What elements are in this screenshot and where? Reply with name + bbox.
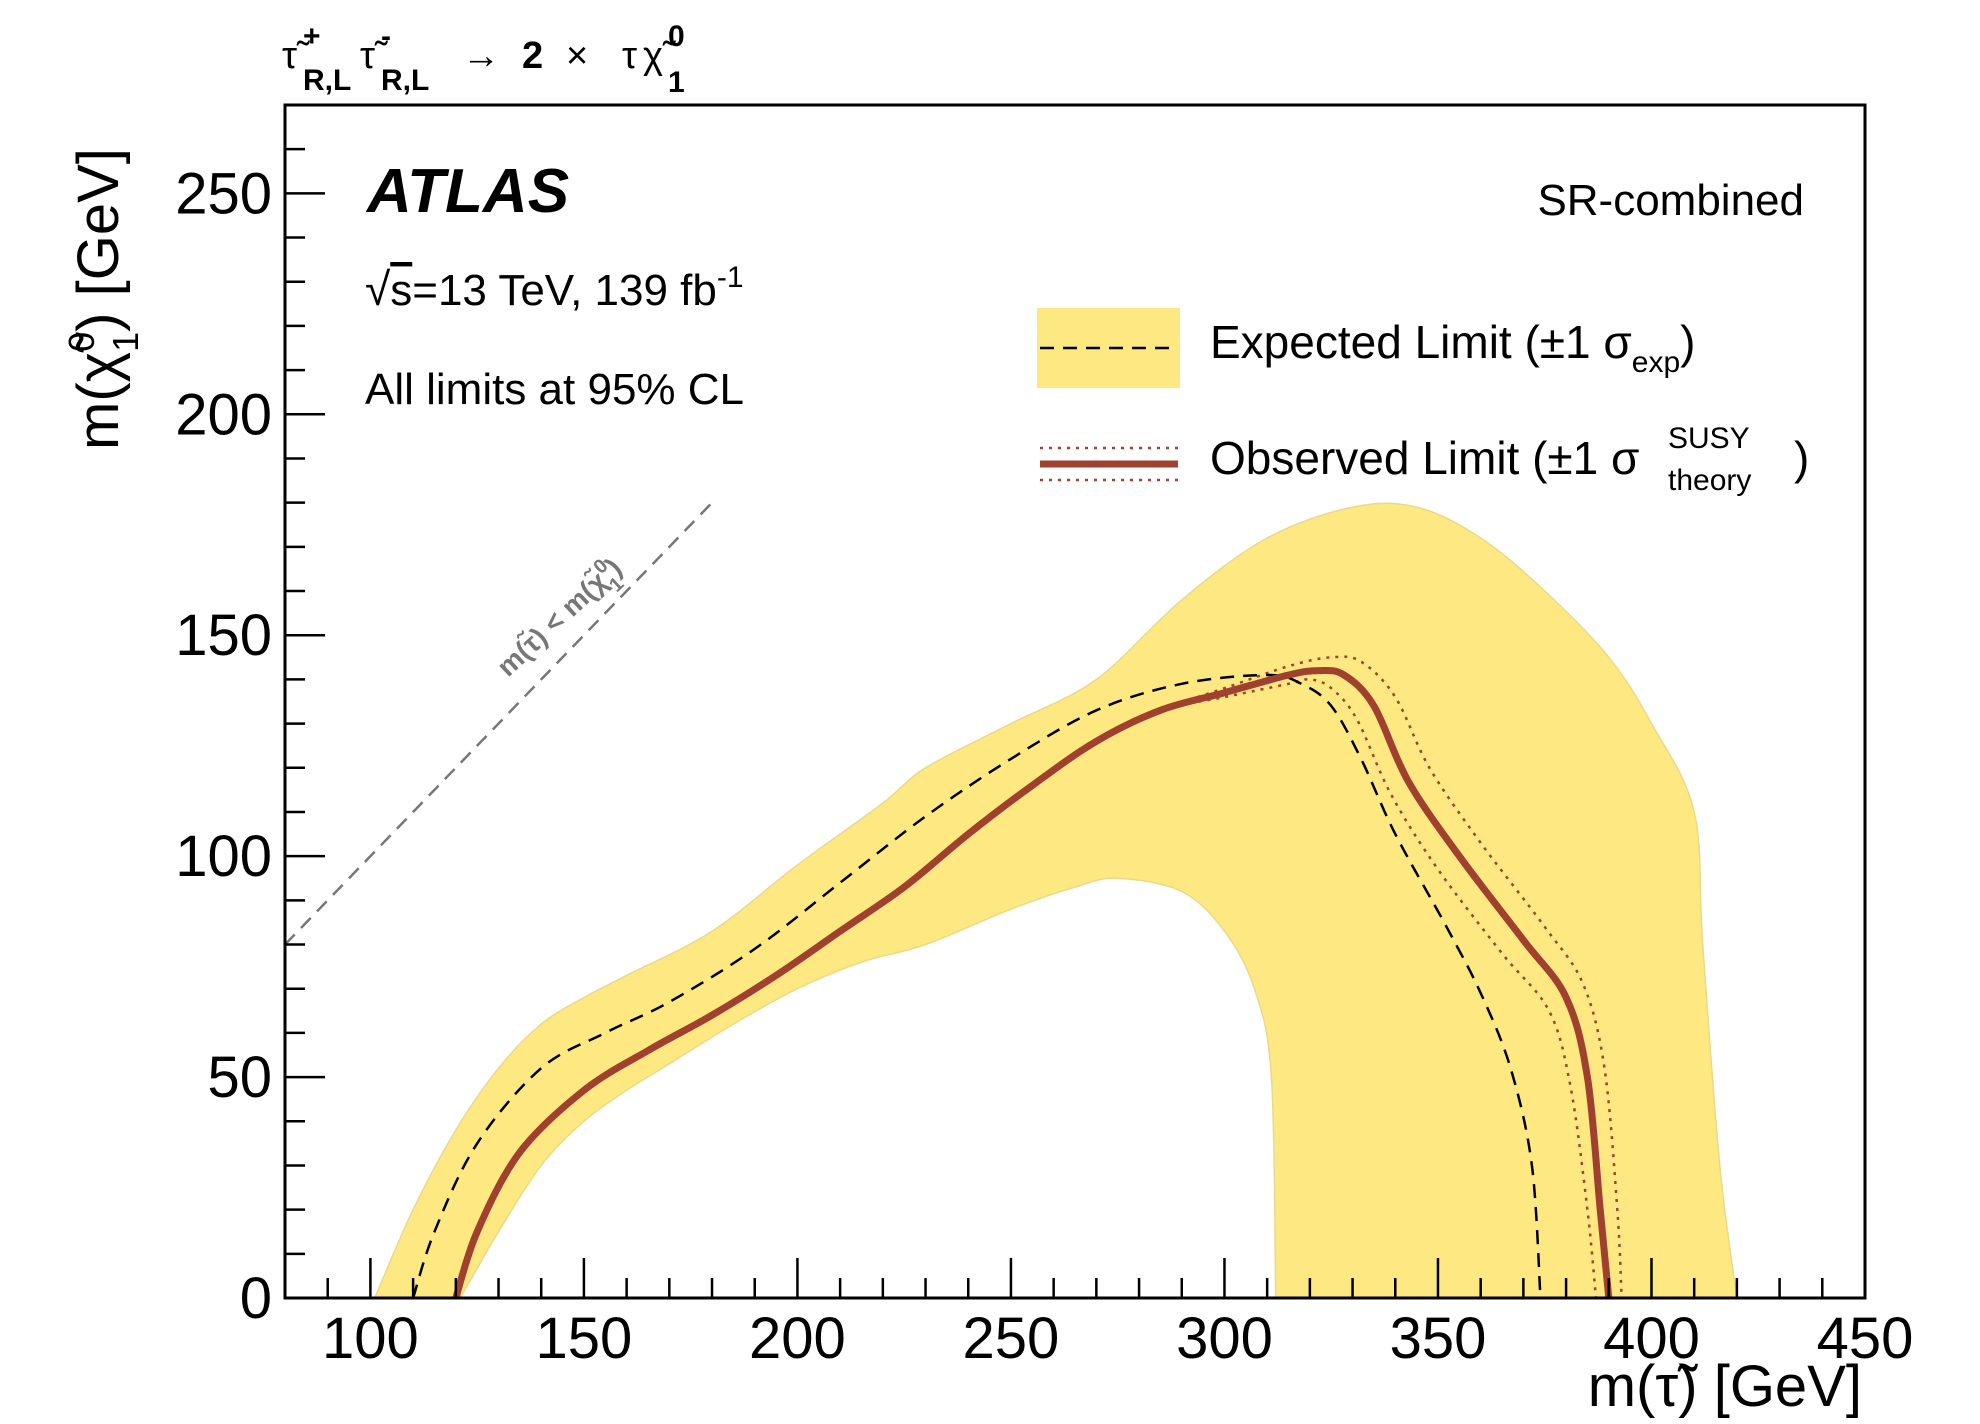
observed-limit-line — [452, 666, 1613, 1298]
expected-band — [373, 502, 1738, 1298]
header-tau: τ — [622, 35, 637, 77]
svg-text:m(τ̃) < m(χ̃01): m(τ̃) < m(χ̃01) — [488, 549, 635, 690]
header-stau-minus-charge: - — [381, 20, 391, 53]
expected-limit-line — [411, 673, 1542, 1298]
y-tick-label: 50 — [207, 1045, 272, 1110]
x-tick-labels: 100 150 200 250 300 350 400 450 — [322, 1306, 1913, 1371]
legend: Expected Limit (±1 σexp) Observed Limit … — [1037, 308, 1809, 497]
x-tick-label: 150 — [536, 1306, 633, 1371]
energy-lumi-label: √s=13 TeV, 139 fb-1 — [365, 261, 744, 315]
process-header: τ̃ + R,L τ̃ - R,L → 2 × τ χ̃ 0 1 — [282, 20, 685, 99]
x-tick-label: 250 — [963, 1306, 1060, 1371]
legend-expected-label: Expected Limit (±1 σexp) — [1210, 316, 1696, 379]
legend-observed-main: Observed Limit (±1 σ — [1210, 432, 1639, 484]
y-tick-label: 200 — [175, 382, 272, 447]
axis-ticks — [283, 103, 1867, 1300]
x-tick-label: 200 — [749, 1306, 846, 1371]
header-factor: 2 — [522, 35, 543, 77]
y-axis-prefix: m( — [66, 382, 131, 450]
plot-frame — [283, 103, 1867, 1300]
energy-lumi-text: =13 TeV, 139 fb — [412, 266, 717, 315]
x-tick-label: 450 — [1817, 1306, 1914, 1371]
kinematic-limit-line — [285, 501, 713, 946]
x-tick-label: 100 — [322, 1306, 419, 1371]
header-neutralino-sub: 1 — [668, 66, 685, 99]
region-label: SR-combined — [1537, 176, 1804, 225]
y-axis-suffix: ) [GeV] — [66, 148, 131, 332]
header-neutralino-sup: 0 — [668, 20, 685, 53]
y-tick-label: 0 — [240, 1266, 272, 1331]
lumi-exponent: -1 — [717, 261, 744, 294]
x-tick-label: 300 — [1176, 1306, 1273, 1371]
cl-label: All limits at 95% CL — [365, 365, 744, 414]
svg-text:√s=13 TeV, 139 fb-1: √s=13 TeV, 139 fb-1 — [365, 261, 744, 315]
legend-expected-main: Expected Limit (±1 σ — [1210, 316, 1632, 368]
y-tick-label: 100 — [175, 824, 272, 889]
legend-observed-label: Observed Limit (±1 σ — [1210, 432, 1639, 484]
x-axis-title: m(τ̃) [GeV] — [1588, 1354, 1862, 1419]
y-tick-label: 250 — [175, 161, 272, 226]
y-axis-title: m(χ̃01) [GeV] — [61, 148, 146, 450]
sqrt-symbol: √ — [365, 263, 391, 315]
legend-expected-close: ) — [1680, 316, 1695, 368]
legend-observed-close: ) — [1794, 432, 1809, 484]
y-tick-labels: 0 50 100 150 200 250 — [175, 161, 272, 1331]
header-times: × — [566, 35, 588, 77]
svg-text:m(χ̃01) [GeV]: m(χ̃01) [GeV] — [61, 148, 146, 450]
legend-observed-sub: theory — [1668, 464, 1751, 497]
y-axis-sup: 0 — [61, 332, 102, 352]
experiment-label: ATLAS — [365, 157, 569, 226]
header-arrow: → — [462, 35, 500, 77]
y-tick-label: 150 — [175, 603, 272, 668]
header-stau-minus-sub: R,L — [381, 64, 429, 97]
header-stau-plus-sub: R,L — [303, 64, 351, 97]
header-stau-plus-charge: + — [303, 20, 321, 53]
kinematic-label-prefix: m(τ̃) < m( — [491, 576, 602, 682]
x-tick-label: 350 — [1390, 1306, 1487, 1371]
legend-observed-sup: SUSY — [1668, 422, 1750, 455]
legend-expected-sub: exp — [1632, 346, 1680, 379]
x-tick-label: 400 — [1603, 1306, 1700, 1371]
y-axis-sub: 1 — [105, 332, 146, 352]
kinematic-label: m(τ̃) < m(χ̃01) — [488, 549, 635, 690]
sqrt-s: s — [390, 266, 412, 315]
